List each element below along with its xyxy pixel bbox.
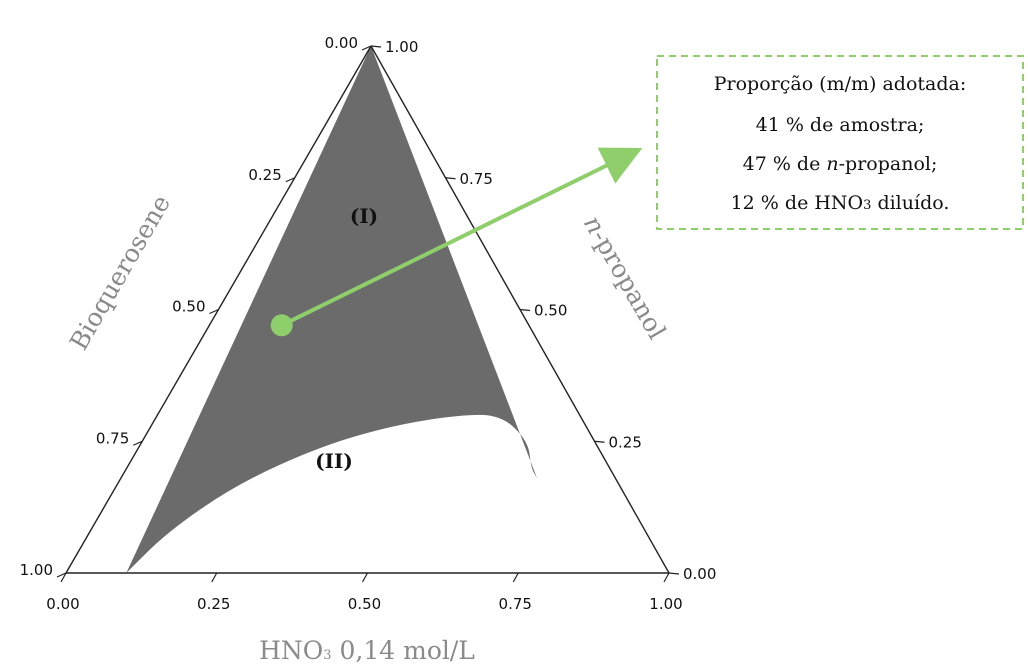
bottom-tick-mark [361,572,369,583]
bottom-tick-mark [512,572,519,583]
annotation-line: 12 % de HNO3 diluído. [731,192,950,214]
right-tick-mark [668,572,680,575]
left-tick-mark [56,572,67,578]
annotation-line: 41 % de amostra; [756,114,925,136]
annotation-box [656,55,1024,230]
bottom-tick-label: 0.00 [46,595,79,613]
region-i-two-phase [126,46,538,573]
bottom-axis-title: HNO3 0,14 mol/L [259,636,475,665]
bottom-tick-mark [60,572,67,583]
bottom-tick-label: 1.00 [649,595,682,613]
right-tick-label: 0.25 [609,433,642,451]
region-i-label: (I) [350,204,378,228]
left-tick-label: 0.75 [96,429,129,447]
right-tick-label: 0.00 [683,565,716,583]
right-tick-label: 0.75 [460,170,493,188]
left-axis-title: Bioquerosene [64,190,176,355]
right-tick-label: 1.00 [385,38,418,56]
left-tick-label: 0.25 [248,166,281,184]
bottom-tick-label: 0.75 [499,595,532,613]
bottom-tick-mark [663,572,670,583]
right-axis-title: n-propanol [578,211,672,345]
right-tick-label: 0.50 [534,302,567,320]
bottom-tick-label: 0.50 [348,595,381,613]
annotation-line: Proporção (m/m) adotada: [714,73,967,95]
right-tick-mark [594,440,605,443]
left-tick-mark [133,440,143,446]
annotation-line: 47 % de n-propanol; [743,153,938,175]
left-tick-mark [209,308,219,315]
left-tick-mark [361,45,372,51]
left-tick-mark [285,177,295,183]
annotation-arrow [280,147,643,328]
right-tick-mark [519,308,531,312]
left-tick-label: 0.50 [172,298,205,316]
bottom-tick-label: 0.25 [197,595,230,613]
region-ii-label: (II) [315,449,353,473]
right-tick-mark [370,45,382,48]
left-tick-label: 0.00 [325,34,358,52]
bottom-tick-mark [211,572,218,583]
right-tick-mark [445,177,456,180]
selected-composition-point [270,314,293,337]
left-tick-label: 1.00 [20,561,53,579]
